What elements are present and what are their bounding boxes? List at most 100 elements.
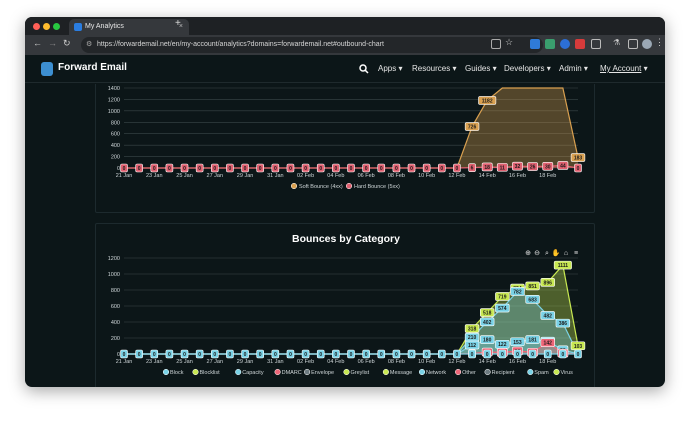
site-info-icon[interactable]: ⚙ bbox=[86, 41, 93, 48]
brand-name[interactable]: Forward Email bbox=[58, 62, 127, 73]
y-tick-label: 800 bbox=[111, 120, 120, 126]
x-tick-label: 10 Feb bbox=[418, 173, 435, 179]
series-area-virus bbox=[124, 265, 578, 354]
data-label-box bbox=[479, 317, 495, 327]
menu-guides[interactable]: Guides ▾ bbox=[465, 64, 497, 73]
data-label: 26 bbox=[530, 165, 536, 171]
browser-tab[interactable]: My Analytics × bbox=[69, 19, 189, 35]
legend-marker-hard bbox=[345, 182, 353, 190]
address-bar[interactable]: ⚙ https://forwardemail.net/en/my-account… bbox=[81, 37, 543, 53]
search-icon[interactable] bbox=[359, 64, 369, 74]
forward-email-logo-icon[interactable] bbox=[41, 62, 53, 76]
data-label: 0 bbox=[425, 352, 428, 358]
chart-menu-icon[interactable]: ≡ bbox=[574, 250, 578, 257]
menu-admin[interactable]: Admin ▾ bbox=[559, 64, 588, 73]
zoom-out-icon[interactable]: ⊖ bbox=[534, 250, 540, 257]
data-label: 44 bbox=[560, 163, 566, 169]
x-tick-label: 18 Feb bbox=[539, 173, 556, 179]
data-label: 402 bbox=[483, 320, 492, 326]
menu-resources-label: Resources bbox=[412, 64, 451, 73]
data-label: 103 bbox=[574, 344, 583, 350]
browser-window: My Analytics × + ← → ↻ ⚙ https://forward… bbox=[25, 17, 665, 387]
forward-icon[interactable]: → bbox=[48, 38, 57, 48]
close-window-icon[interactable] bbox=[33, 23, 40, 30]
data-label: 0 bbox=[425, 166, 428, 172]
data-label: 0 bbox=[471, 352, 474, 358]
browser-tabbar: My Analytics × + bbox=[25, 17, 665, 35]
bounces-by-category-chart: Bounces by Category ⊕ ⊖ ⌕ ✋ ⌂ ≡ 0 200 400 600 800 10… bbox=[108, 233, 586, 376]
x-tick-label: 27 Jan bbox=[207, 359, 224, 365]
extension-2-icon[interactable] bbox=[545, 39, 555, 49]
pan-icon[interactable]: ✋ bbox=[552, 248, 561, 257]
data-label: 683 bbox=[528, 297, 537, 303]
data-label-box bbox=[226, 163, 234, 173]
zoom-select-icon[interactable]: ⌕ bbox=[545, 250, 549, 257]
data-label-box bbox=[513, 349, 522, 359]
data-label: 0 bbox=[395, 352, 398, 358]
x-tick-label: 12 Feb bbox=[448, 359, 465, 365]
data-label-box bbox=[301, 163, 310, 173]
menu-developers[interactable]: Developers ▾ bbox=[504, 64, 551, 73]
data-label-box bbox=[180, 349, 189, 359]
reload-icon[interactable]: ↻ bbox=[63, 38, 71, 48]
profile-avatar[interactable] bbox=[642, 39, 652, 49]
data-label: 482 bbox=[544, 313, 553, 319]
data-label-box bbox=[392, 163, 401, 173]
data-label: 0 bbox=[350, 166, 353, 172]
extensions-puzzle-icon[interactable] bbox=[591, 39, 601, 49]
legend-label: Blocklist bbox=[200, 370, 221, 376]
y-tick-label: 1200 bbox=[108, 97, 120, 103]
bookmark-star-icon[interactable]: ☆ bbox=[505, 37, 514, 47]
data-label: 0 bbox=[546, 352, 549, 358]
sidepanel-icon[interactable] bbox=[628, 39, 638, 49]
data-label: 0 bbox=[561, 352, 564, 358]
x-tick-label: 29 Jan bbox=[237, 359, 254, 365]
legend-marker-spam bbox=[527, 368, 534, 376]
extension-3-icon[interactable] bbox=[560, 39, 570, 49]
minimize-window-icon[interactable] bbox=[43, 23, 50, 30]
y-tick-label: 400 bbox=[111, 143, 120, 149]
menu-my-account[interactable]: My Account ▾ bbox=[600, 64, 648, 73]
data-label-box bbox=[286, 163, 295, 173]
chart-title: Bounces by Category bbox=[292, 233, 400, 245]
extension-1-icon[interactable] bbox=[530, 39, 540, 49]
share-icon[interactable] bbox=[491, 39, 501, 49]
lab-icon[interactable]: ⚗ bbox=[613, 38, 621, 47]
x-tick-label: 08 Feb bbox=[388, 359, 405, 365]
extension-4-icon[interactable] bbox=[575, 39, 585, 49]
data-label: 0 bbox=[365, 166, 368, 172]
new-tab-icon[interactable]: + bbox=[175, 18, 181, 29]
data-label-box bbox=[256, 349, 264, 359]
data-label-box bbox=[271, 349, 280, 359]
data-label-box bbox=[570, 153, 586, 162]
data-label-box bbox=[195, 349, 204, 359]
zoom-in-icon[interactable]: ⊕ bbox=[525, 250, 531, 257]
data-label-box bbox=[211, 163, 219, 173]
data-label: 0 bbox=[440, 352, 443, 358]
data-label-box bbox=[437, 349, 446, 359]
data-label-box bbox=[150, 349, 159, 359]
data-label-box bbox=[135, 349, 143, 359]
data-label: 0 bbox=[365, 352, 368, 358]
data-label: 0 bbox=[319, 352, 322, 358]
y-tick-label: 200 bbox=[111, 155, 120, 161]
tab-close-icon[interactable]: × bbox=[178, 23, 183, 30]
menu-resources[interactable]: Resources ▾ bbox=[412, 64, 457, 73]
maximize-window-icon[interactable] bbox=[53, 23, 60, 30]
back-icon[interactable]: ← bbox=[33, 38, 42, 48]
app-navbar: Forward Email Apps ▾ Resources ▾ Guides … bbox=[25, 55, 665, 83]
data-label: 210 bbox=[468, 335, 477, 341]
x-tick-label: 25 Jan bbox=[176, 359, 193, 365]
menu-apps[interactable]: Apps ▾ bbox=[378, 64, 403, 73]
x-tick-label: 04 Feb bbox=[327, 359, 344, 365]
reset-zoom-icon[interactable]: ⌂ bbox=[564, 250, 568, 257]
data-label: 0 bbox=[456, 352, 459, 358]
legend-label: Recipient bbox=[492, 370, 515, 376]
data-label: 0 bbox=[577, 352, 580, 358]
data-label-box bbox=[481, 162, 493, 172]
data-label-box bbox=[479, 335, 495, 344]
legend-label: Soft Bounce (4xx) bbox=[299, 184, 343, 190]
data-label-box bbox=[525, 335, 540, 344]
browser-menu-icon[interactable]: ⋮ bbox=[655, 37, 664, 47]
